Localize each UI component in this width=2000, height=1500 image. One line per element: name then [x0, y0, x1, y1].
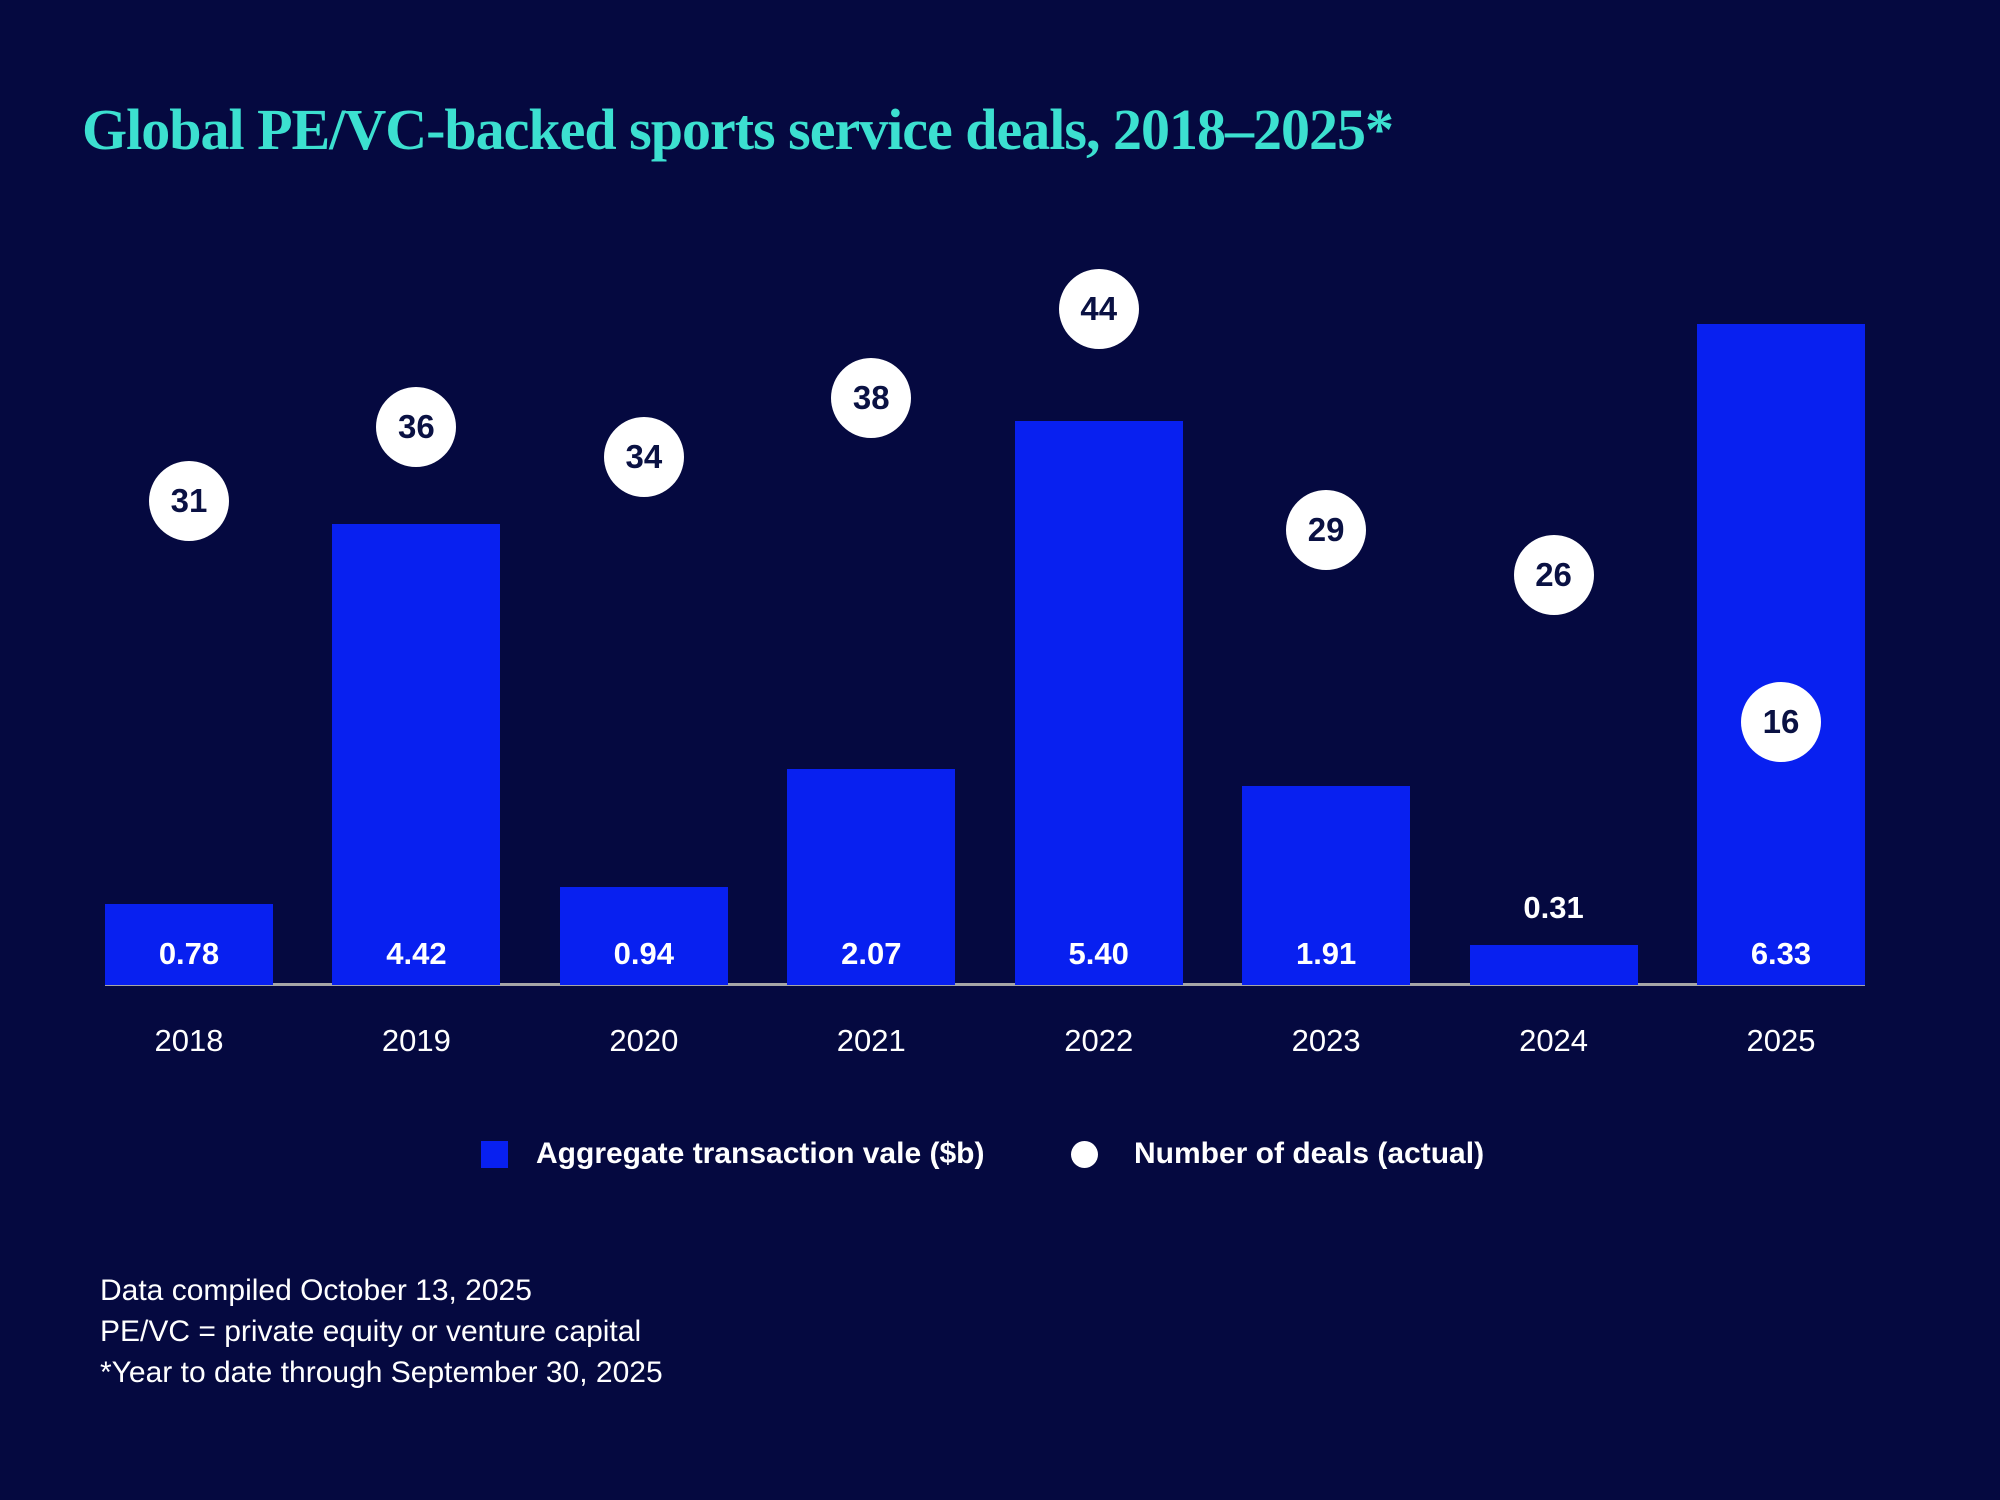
legend-circle-swatch — [1071, 1140, 1098, 1168]
deal-count-circle-2021: 38 — [831, 357, 912, 438]
footnotes: Data compiled October 13, 2025 PE/VC = p… — [100, 1270, 663, 1393]
bar-2018 — [104, 904, 273, 985]
legend-bar-label: Aggregate transaction vale ($b) — [536, 1137, 985, 1170]
deal-count-circle-2020: 34 — [603, 416, 684, 497]
bar-2023 — [1242, 786, 1411, 985]
footnote-pevc-definition: PE/VC = private equity or venture capita… — [100, 1315, 642, 1348]
bar-value-label-2020: 0.94 — [613, 936, 675, 971]
bar-2024 — [1469, 945, 1638, 985]
legend-deals-label: Number of deals (actual) — [1134, 1137, 1485, 1170]
bar-value-label-2022: 5.40 — [1068, 936, 1129, 971]
footnote-compiled-date: Data compiled October 13, 2025 — [100, 1274, 532, 1307]
bar-value-label-2019: 4.42 — [386, 936, 447, 971]
x-axis-label-2018: 2018 — [154, 1023, 224, 1058]
bar-2022 — [1014, 421, 1183, 985]
x-axis-label-2023: 2023 — [1291, 1023, 1361, 1058]
footnote-ytd-note: *Year to date through September 30, 2025 — [100, 1356, 663, 1389]
bar-value-label-2024: 0.31 — [1523, 890, 1584, 925]
deal-count-circle-2022: 44 — [1058, 269, 1139, 349]
bar-value-label-2025: 6.33 — [1750, 936, 1812, 971]
legend-bar-swatch — [481, 1140, 508, 1168]
deal-count-circle-2019: 36 — [376, 387, 457, 467]
legend-item-deal-count: Number of deals (actual) — [1071, 1136, 1484, 1172]
bar-2021 — [787, 769, 956, 985]
x-axis-label-2025: 2025 — [1746, 1023, 1816, 1058]
bar-2025 — [1696, 324, 1865, 985]
bar-value-label-2023: 1.91 — [1295, 936, 1357, 971]
chart-title: Global PE/VC-backed sports service deals… — [82, 97, 1394, 162]
deal-count-circle-2018: 31 — [148, 460, 229, 541]
bar-value-label-2021: 2.07 — [841, 936, 902, 971]
legend-item-transaction-value: Aggregate transaction vale ($b) — [481, 1136, 984, 1172]
x-axis-label-2022: 2022 — [1064, 1023, 1134, 1058]
x-axis-label-2019: 2019 — [381, 1023, 451, 1058]
bar-value-label-2018: 0.78 — [158, 936, 220, 971]
deal-count-circle-2025: 16 — [1740, 682, 1821, 762]
deal-count-circle-2024: 26 — [1513, 534, 1594, 615]
x-axis-line — [105, 983, 1865, 986]
x-axis-label-2021: 2021 — [836, 1023, 906, 1058]
x-axis-label-2024: 2024 — [1519, 1023, 1589, 1058]
bar-2020 — [559, 887, 728, 985]
bar-2019 — [332, 524, 501, 985]
deal-count-circle-2023: 29 — [1286, 490, 1367, 571]
x-axis-label-2020: 2020 — [609, 1023, 679, 1058]
